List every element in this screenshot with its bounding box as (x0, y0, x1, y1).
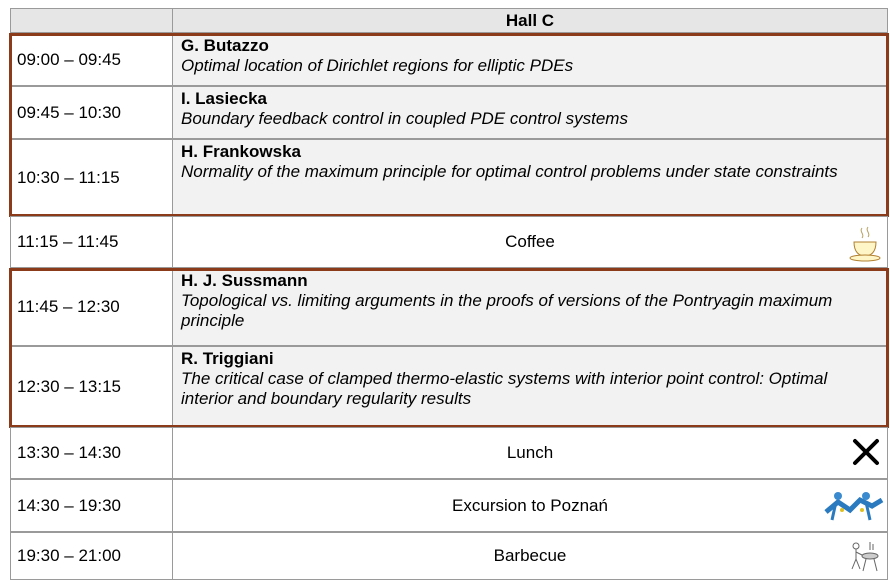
talk-title: Topological vs. limiting arguments in th… (181, 291, 833, 330)
dancers-icon (824, 492, 884, 521)
time-cell: 14:30 – 19:30 (10, 479, 173, 532)
time-cell: 19:30 – 21:00 (10, 532, 173, 580)
time-cell: 11:45 – 12:30 (10, 268, 173, 346)
time-cell: 13:30 – 14:30 (10, 427, 173, 479)
event-cell: Excursion to Poznań (172, 479, 888, 532)
event-cell: Coffee (172, 216, 888, 268)
talk-title: Optimal location of Dirichlet regions fo… (181, 56, 574, 75)
time-cell: 11:15 – 11:45 (10, 216, 173, 268)
talk-title: The critical case of clamped thermo-elas… (181, 369, 828, 408)
talk-cell: I. Lasiecka Boundary feedback control in … (172, 86, 888, 139)
talk-title: Normality of the maximum principle for o… (181, 162, 838, 181)
event-cell: Lunch (172, 427, 888, 479)
time-cell: 10:30 – 11:15 (10, 139, 173, 216)
speaker: R. Triggiani (181, 349, 274, 368)
header-corner (10, 8, 173, 33)
speaker: G. Butazzo (181, 36, 269, 55)
talk-cell: H. Frankowska Normality of the maximum pr… (172, 139, 888, 216)
cutlery-icon (853, 439, 879, 465)
time-cell: 09:45 – 10:30 (10, 86, 173, 139)
speaker: I. Lasiecka (181, 89, 268, 108)
talk-title: Boundary feedback control in coupled PDE… (181, 109, 628, 128)
speaker: H. Frankowska (181, 142, 301, 161)
time-cell: 09:00 – 09:45 (10, 33, 173, 86)
barbecue-icon (851, 542, 879, 572)
event-cell: Barbecue (172, 532, 888, 580)
speaker: H. J. Sussmann (181, 271, 308, 290)
talk-cell: G. Butazzo Optimal location of Dirichlet … (172, 33, 888, 86)
talk-cell: R. Triggiani The critical case of clamped… (172, 346, 888, 427)
coffee-icon (849, 226, 881, 262)
talk-cell: H. J. Sussmann Topological vs. limiting a… (172, 268, 888, 346)
time-cell: 12:30 – 13:15 (10, 346, 173, 427)
hall-header: Hall C (172, 8, 888, 33)
